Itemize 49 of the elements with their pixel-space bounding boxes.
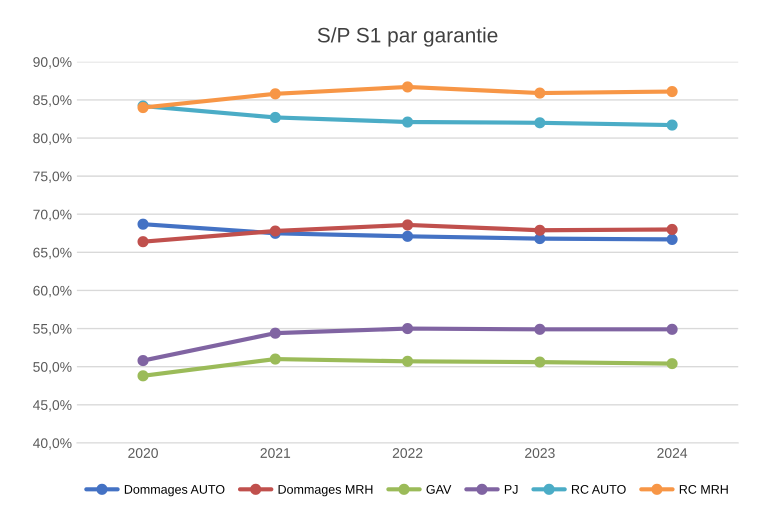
point — [402, 219, 414, 230]
y-tick-label: 75,0% — [33, 171, 72, 183]
legend-label: RC AUTO — [572, 484, 626, 494]
point — [402, 81, 414, 93]
x-tick-label: 2024 — [657, 448, 688, 458]
point — [270, 328, 281, 339]
y-tick-label: 50,0% — [33, 362, 72, 374]
y-tick-label: 90,0% — [33, 57, 72, 69]
point — [137, 355, 149, 366]
point — [402, 116, 414, 128]
legend-label: GAV — [426, 484, 452, 494]
y-tick-label: 85,0% — [33, 95, 72, 107]
point — [137, 218, 149, 230]
point — [270, 112, 281, 123]
point — [137, 236, 149, 248]
x-tick-label: 2020 — [128, 448, 158, 458]
point — [666, 120, 678, 131]
y-tick-label: 55,0% — [33, 324, 72, 336]
point — [270, 88, 281, 100]
x-tick-label: 2022 — [392, 448, 422, 458]
point — [402, 230, 414, 242]
x-tick-label: 2023 — [525, 448, 555, 458]
point — [666, 86, 678, 98]
y-tick-label: 65,0% — [33, 248, 72, 260]
point — [534, 117, 546, 128]
legend-label: RC MRH — [680, 484, 728, 494]
point — [666, 324, 678, 335]
point — [534, 224, 546, 236]
point — [534, 87, 546, 99]
legend-label: Dommages AUTO — [124, 484, 224, 496]
point — [534, 324, 546, 335]
point — [402, 323, 414, 334]
y-tick-label: 60,0% — [33, 286, 72, 298]
point — [666, 358, 678, 370]
point — [666, 224, 678, 236]
y-tick-label: 80,0% — [33, 133, 72, 145]
point — [270, 225, 281, 237]
legend-label: PJ — [504, 485, 518, 494]
y-tick-label: 45,0% — [32, 400, 72, 412]
point — [137, 370, 149, 382]
point — [666, 234, 678, 245]
y-tick-label: 70,0% — [33, 210, 72, 222]
chart-title: S/P S1 par garantie — [318, 27, 498, 47]
point — [270, 354, 281, 365]
point — [534, 356, 546, 368]
x-tick-label: 2021 — [260, 448, 290, 458]
legend-label: Dommages MRH — [278, 485, 372, 496]
y-tick-label: 40,0% — [32, 438, 72, 450]
point — [402, 356, 414, 367]
